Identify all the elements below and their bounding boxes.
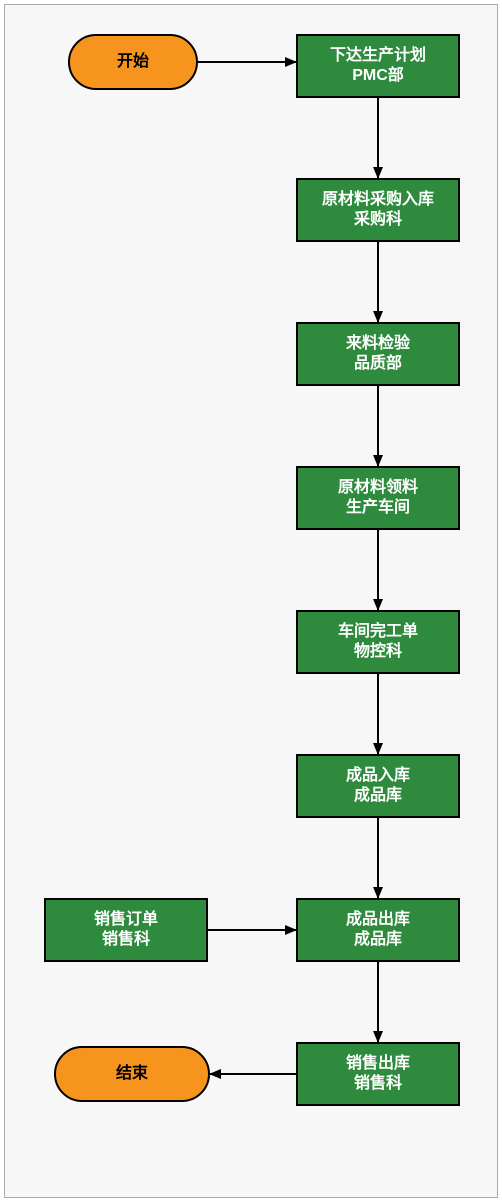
node-n3-line-0: 来料检验 [346,334,410,354]
node-n7-line-1: 成品库 [354,930,402,950]
node-n7: 成品出库成品库 [296,898,460,962]
node-n2: 原材料采购入库采购科 [296,178,460,242]
node-n1: 下达生产计划PMC部 [296,34,460,98]
node-sales-line-0: 销售订单 [94,910,158,930]
node-n6: 成品入库成品库 [296,754,460,818]
node-start: 开始 [68,34,198,90]
node-n8-line-0: 销售出库 [346,1054,410,1074]
node-n1-line-0: 下达生产计划 [330,46,426,66]
node-n4-line-1: 生产车间 [346,498,410,518]
node-end-line-0: 结束 [116,1064,148,1084]
node-n2-line-1: 采购科 [354,210,402,230]
node-n5: 车间完工单物控科 [296,610,460,674]
node-n4-line-0: 原材料领料 [338,478,418,498]
node-n3: 来料检验品质部 [296,322,460,386]
node-n7-line-0: 成品出库 [346,910,410,930]
node-n5-line-0: 车间完工单 [338,622,418,642]
node-n3-line-1: 品质部 [354,354,402,374]
node-start-line-0: 开始 [117,52,149,72]
node-n5-line-1: 物控科 [354,642,402,662]
node-sales-line-1: 销售科 [102,930,150,950]
node-n4: 原材料领料生产车间 [296,466,460,530]
node-n6-line-1: 成品库 [354,786,402,806]
node-n6-line-0: 成品入库 [346,766,410,786]
node-sales: 销售订单销售科 [44,898,208,962]
node-end: 结束 [54,1046,210,1102]
node-n1-line-1: PMC部 [352,66,404,86]
node-n8-line-1: 销售科 [354,1074,402,1094]
flowchart-canvas: 开始下达生产计划PMC部原材料采购入库采购科来料检验品质部原材料领料生产车间车间… [0,0,502,1202]
node-n8: 销售出库销售科 [296,1042,460,1106]
node-n2-line-0: 原材料采购入库 [322,190,434,210]
